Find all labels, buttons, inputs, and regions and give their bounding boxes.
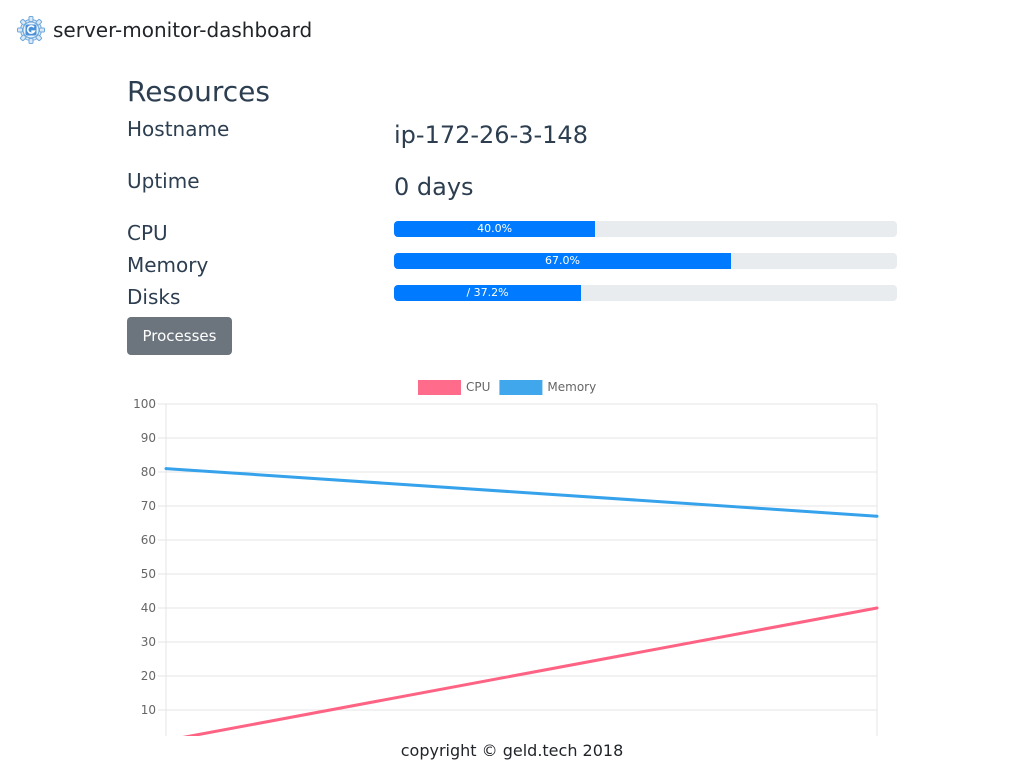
disks-label: Disks (127, 285, 181, 309)
legend-swatch-cpu (418, 380, 461, 395)
chart-grid (158, 403, 878, 736)
y-tick-label-10: 10 (141, 703, 156, 717)
memory-progress-bar: 67.0% (394, 253, 731, 269)
footer-copyright: copyright © geld.tech 2018 (0, 736, 1024, 768)
series-line-memory (165, 467, 878, 518)
hostname-value: ip-172-26-3-148 (394, 121, 588, 149)
chart-lines (164, 467, 879, 736)
disks-progress-bar: / 37.2% (394, 285, 582, 301)
legend-label-memory: Memory (547, 380, 596, 394)
y-tick-label-70: 70 (141, 499, 156, 513)
data-point-cpu-1 (875, 606, 879, 610)
disks-progress: / 37.2% (394, 285, 897, 301)
series-line-cpu (182, 606, 878, 736)
y-tick-label-40: 40 (141, 601, 156, 615)
processes-button[interactable]: Processes (127, 317, 232, 355)
y-tick-label-60: 60 (141, 533, 156, 547)
y-tick-label-50: 50 (141, 567, 156, 581)
cpu-progress-bar: 40.0% (394, 221, 596, 237)
cpu-label: CPU (127, 221, 168, 245)
gear-logo-icon[interactable] (16, 15, 46, 45)
y-axis: 10 20 30 40 50 60 70 80 90 100 (133, 397, 156, 717)
y-tick-label-20: 20 (141, 669, 156, 683)
chart-legend: CPU Memory (418, 380, 596, 395)
memory-progress: 67.0% (394, 253, 897, 269)
y-tick-label-80: 80 (141, 465, 156, 479)
uptime-label: Uptime (127, 169, 200, 193)
legend-swatch-memory (499, 380, 543, 395)
y-tick-label-30: 30 (141, 635, 156, 649)
y-tick-label-100: 100 (133, 397, 156, 411)
top-navbar: server-monitor-dashboard (16, 14, 312, 46)
hostname-label: Hostname (127, 117, 230, 141)
data-point-memory-1 (875, 514, 879, 518)
cpu-progress: 40.0% (394, 221, 897, 237)
y-tick-label-90: 90 (141, 431, 156, 445)
legend-label-cpu: CPU (466, 380, 490, 394)
page-title: Resources (127, 75, 270, 108)
memory-label: Memory (127, 253, 209, 277)
data-point-memory-0 (164, 467, 168, 471)
resource-usage-chart[interactable]: CPU Memory 10 20 30 40 50 60 70 80 90 100 (0, 370, 1024, 736)
app-brand[interactable]: server-monitor-dashboard (53, 18, 313, 42)
uptime-value: 0 days (394, 173, 474, 201)
